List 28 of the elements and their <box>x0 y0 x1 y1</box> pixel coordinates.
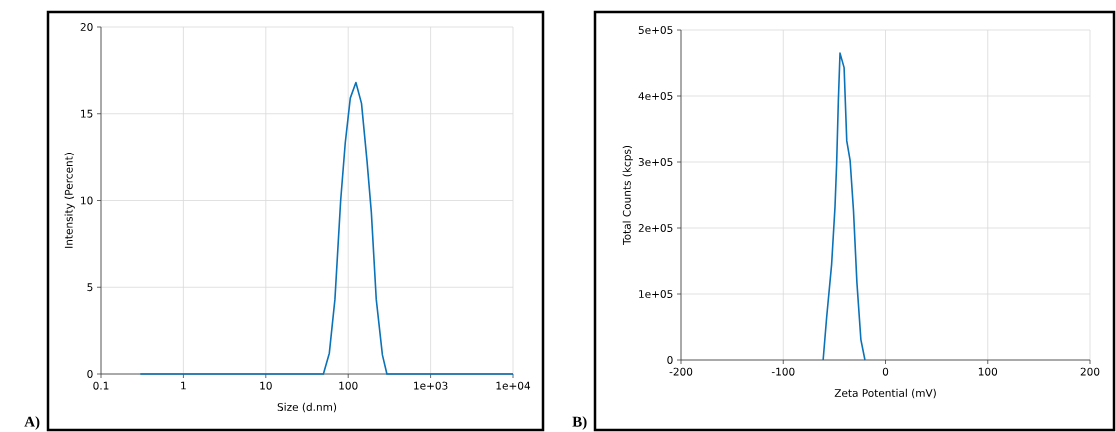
line-series <box>822 52 866 361</box>
y-tick-label: 2e+05 <box>638 224 673 232</box>
y-tick-label: 3e+05 <box>638 158 673 166</box>
text: B) <box>572 416 587 430</box>
y-tick-label: 5e+05 <box>638 26 673 34</box>
y-tick-label: 10 <box>81 196 93 205</box>
x-tick-label: 1e+04 <box>496 381 531 390</box>
text: A) <box>24 416 40 430</box>
x-tick-label: 100 <box>339 381 358 390</box>
y-tick-label: 15 <box>81 109 93 118</box>
x-tick-label: 10 <box>260 381 272 390</box>
y-axis-title: Intensity (Percent) <box>64 153 75 248</box>
x-tick-label: -200 <box>669 367 693 376</box>
x-axis-title: Zeta Potential (mV) <box>834 388 936 399</box>
y-tick-label: 5 <box>87 283 93 292</box>
x-tick-label: 1e+03 <box>414 381 448 390</box>
x-axis-title: Size (d.nm) <box>277 402 337 413</box>
y-tick-label: 4e+05 <box>638 92 673 100</box>
x-tick-label: -100 <box>771 367 795 376</box>
y-tick-label: 20 <box>80 23 93 31</box>
x-tick-label: 0.1 <box>93 381 109 390</box>
y-axis-title: Total Counts (kcps) <box>622 145 633 246</box>
x-tick-label: 200 <box>1080 367 1100 376</box>
y-tick-label: 0 <box>667 356 673 364</box>
x-tick-label: 100 <box>978 367 998 376</box>
x-tick-label: 1 <box>181 381 186 390</box>
x-tick-label: 0 <box>882 367 889 376</box>
y-tick-label: 1e+05 <box>639 290 673 298</box>
